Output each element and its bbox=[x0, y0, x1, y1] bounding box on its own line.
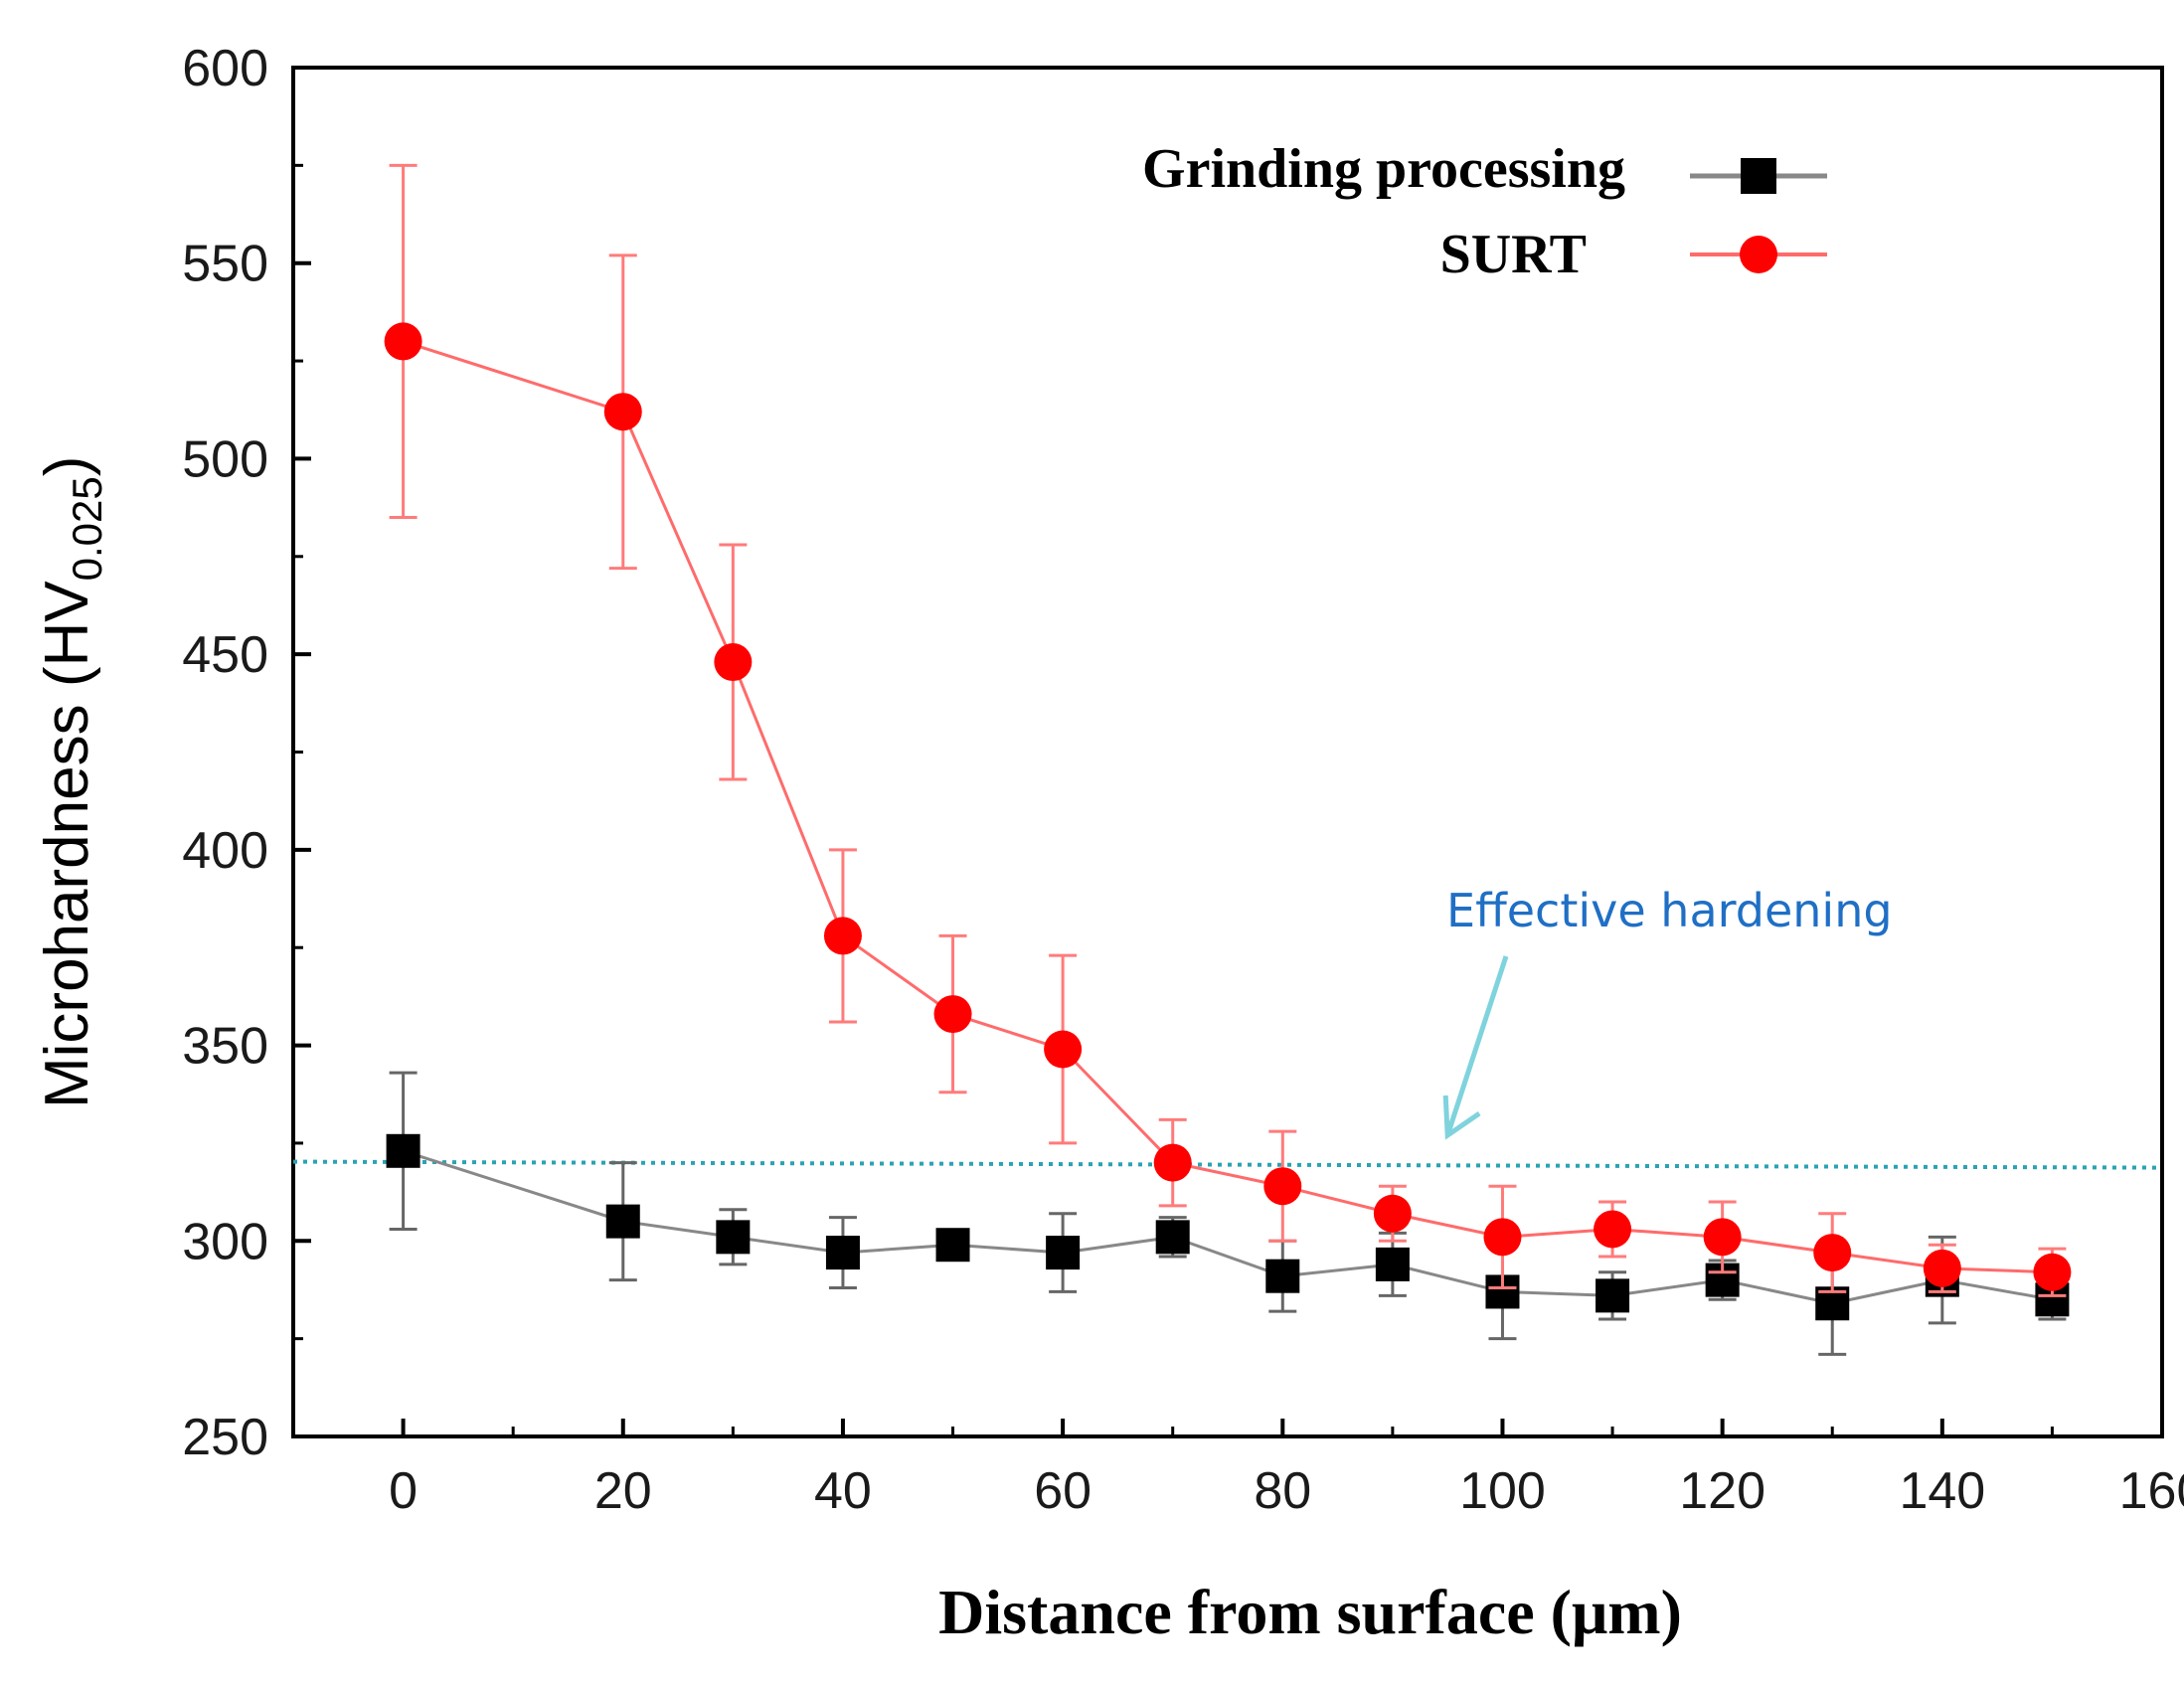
data-point-surt bbox=[1923, 1249, 1961, 1287]
annotation-arrow bbox=[1444, 955, 1509, 1136]
y-axis-label: Microhardness (HV0.025) bbox=[33, 456, 110, 1108]
series-grinding bbox=[386, 1071, 2070, 1356]
effective-hardening-threshold-line bbox=[292, 1159, 2163, 1170]
y-axis-label-subscript: 0.025 bbox=[64, 476, 110, 581]
data-point-surt bbox=[1813, 1234, 1852, 1272]
data-point-surt bbox=[384, 322, 422, 361]
x-tick-label: 140 bbox=[1899, 1462, 1985, 1520]
data-point-grinding bbox=[1596, 1278, 1630, 1313]
data-point-grinding bbox=[935, 1228, 970, 1263]
data-point-surt bbox=[1263, 1167, 1302, 1206]
x-tick-label: 40 bbox=[814, 1462, 872, 1520]
x-tick-label: 80 bbox=[1254, 1462, 1311, 1520]
y-axis-label-close: ) bbox=[33, 456, 101, 477]
legend-label-surt: SURT bbox=[1440, 224, 1587, 285]
y-tick-label: 500 bbox=[182, 430, 268, 488]
data-point-surt bbox=[1703, 1218, 1742, 1257]
annotation-arrowhead bbox=[1442, 1095, 1481, 1140]
data-point-surt bbox=[1483, 1218, 1522, 1257]
y-tick-label: 550 bbox=[182, 236, 268, 293]
data-point-surt bbox=[823, 917, 862, 955]
data-point-surt bbox=[603, 393, 642, 431]
data-point-grinding bbox=[716, 1220, 751, 1255]
x-tick-label: 100 bbox=[1459, 1462, 1546, 1520]
data-point-surt bbox=[933, 995, 972, 1034]
data-point-grinding bbox=[1265, 1259, 1300, 1293]
x-tick-label: 120 bbox=[1679, 1462, 1765, 1520]
x-tick-label: 0 bbox=[389, 1462, 418, 1520]
effective-hardening-label: Effective hardening bbox=[1446, 884, 1893, 937]
data-point-grinding bbox=[1155, 1220, 1190, 1255]
y-tick-label: 250 bbox=[182, 1409, 268, 1466]
y-tick-label: 350 bbox=[182, 1018, 268, 1076]
y-axis-tick-labels: 250 300 350 400 450 500 550 600 bbox=[182, 40, 268, 1466]
data-point-grinding bbox=[1375, 1247, 1410, 1281]
data-point-surt bbox=[2033, 1253, 2072, 1291]
data-point-grinding bbox=[825, 1236, 860, 1270]
y-axis-label-main: Microhardness (HV bbox=[33, 581, 101, 1108]
legend-marker-surt bbox=[1740, 236, 1777, 273]
series-surt bbox=[384, 163, 2072, 1297]
legend-marker-grinding bbox=[1741, 158, 1776, 194]
data-point-grinding bbox=[605, 1204, 640, 1239]
effective-hardening-annotation: Effective hardening bbox=[1442, 884, 1893, 1140]
legend-label-grinding: Grinding processing bbox=[1142, 138, 1625, 200]
y-tick-label: 300 bbox=[182, 1213, 268, 1270]
axis-ticks bbox=[293, 66, 2164, 1438]
y-tick-label: 450 bbox=[182, 626, 268, 684]
x-tick-label: 20 bbox=[594, 1462, 652, 1520]
legend: Grinding processing SURT bbox=[1142, 138, 1827, 285]
data-point-surt bbox=[1594, 1210, 1632, 1249]
data-point-grinding bbox=[1046, 1236, 1081, 1270]
x-axis-label: Distance from surface (μm) bbox=[938, 1577, 1682, 1647]
y-tick-label: 400 bbox=[182, 822, 268, 880]
x-tick-label: 60 bbox=[1034, 1462, 1092, 1520]
series-layer bbox=[384, 163, 2072, 1356]
series-line-surt bbox=[403, 339, 2053, 1274]
plot-frame bbox=[291, 66, 2164, 1438]
y-tick-label: 600 bbox=[182, 40, 268, 97]
data-point-surt bbox=[1373, 1194, 1412, 1233]
x-axis-tick-labels: 0 20 40 60 80 100 120 140 160 bbox=[389, 1462, 2184, 1520]
x-tick-label: 160 bbox=[2119, 1462, 2184, 1520]
data-point-surt bbox=[1153, 1143, 1192, 1182]
data-point-surt bbox=[1044, 1030, 1083, 1069]
data-point-grinding bbox=[386, 1133, 420, 1168]
data-point-surt bbox=[714, 643, 753, 682]
